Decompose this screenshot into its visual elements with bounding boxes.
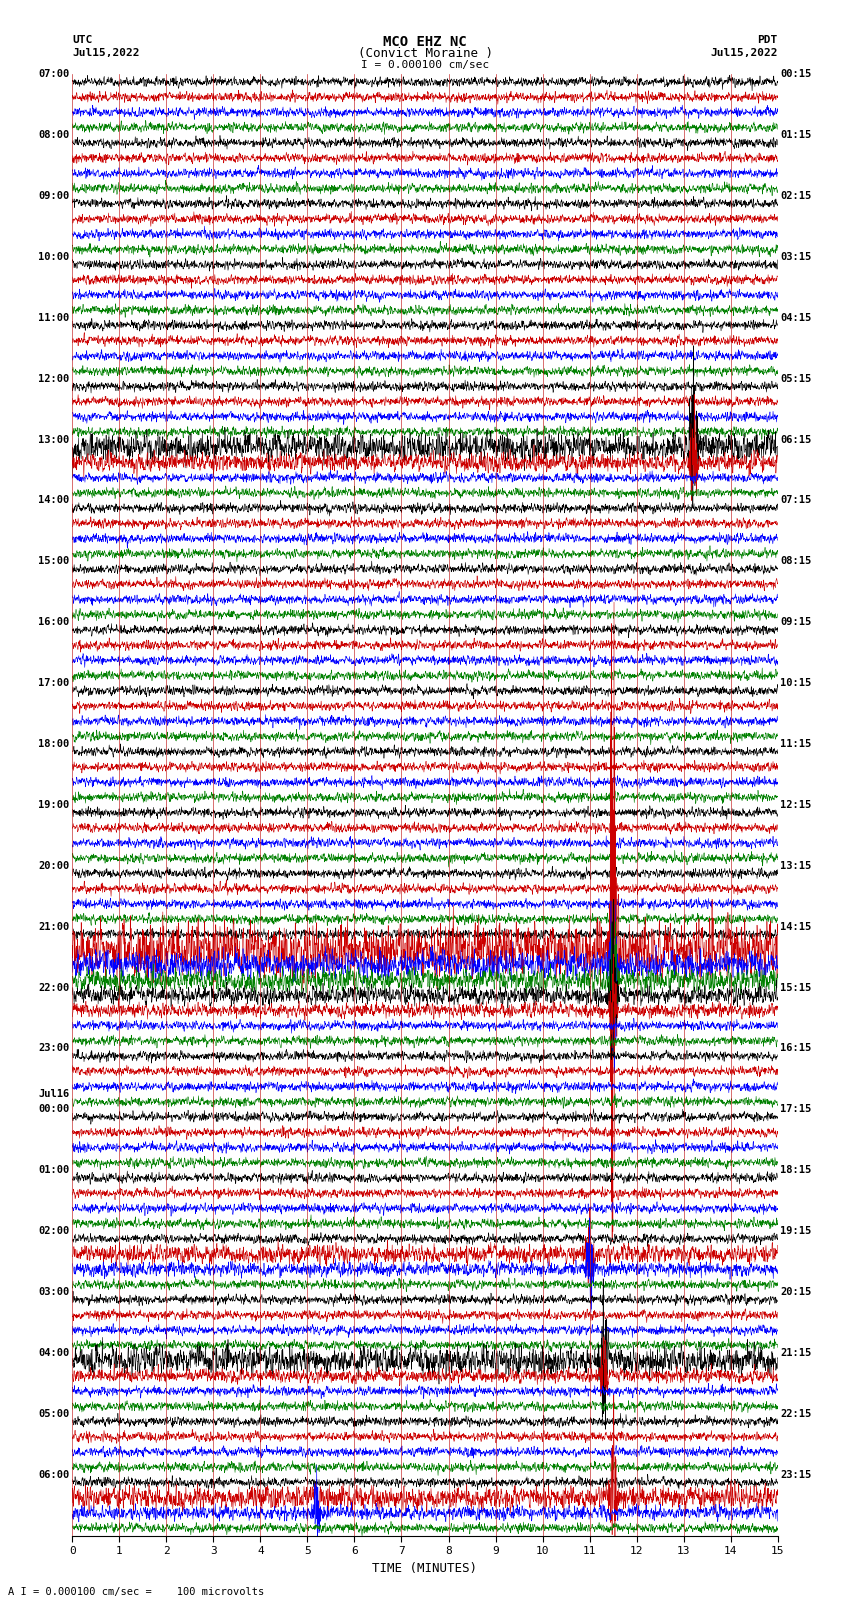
- Text: 13:00: 13:00: [38, 434, 70, 445]
- Text: 15:15: 15:15: [780, 982, 812, 992]
- Text: (Convict Moraine ): (Convict Moraine ): [358, 47, 492, 60]
- Text: 11:00: 11:00: [38, 313, 70, 323]
- Text: 23:00: 23:00: [38, 1044, 70, 1053]
- Text: 16:00: 16:00: [38, 618, 70, 627]
- Text: 02:15: 02:15: [780, 190, 812, 202]
- Text: 18:15: 18:15: [780, 1165, 812, 1176]
- Text: 08:00: 08:00: [38, 131, 70, 140]
- Text: 11:15: 11:15: [780, 739, 812, 748]
- Text: 14:00: 14:00: [38, 495, 70, 505]
- Text: 03:00: 03:00: [38, 1287, 70, 1297]
- Text: 19:00: 19:00: [38, 800, 70, 810]
- Text: 09:15: 09:15: [780, 618, 812, 627]
- Text: 06:15: 06:15: [780, 434, 812, 445]
- Text: 01:00: 01:00: [38, 1165, 70, 1176]
- Text: I = 0.000100 cm/sec: I = 0.000100 cm/sec: [361, 60, 489, 69]
- Text: 03:15: 03:15: [780, 252, 812, 261]
- Text: 23:15: 23:15: [780, 1469, 812, 1479]
- Text: 20:00: 20:00: [38, 861, 70, 871]
- Text: 16:15: 16:15: [780, 1044, 812, 1053]
- Text: MCO EHZ NC: MCO EHZ NC: [383, 35, 467, 50]
- Text: 21:15: 21:15: [780, 1348, 812, 1358]
- Text: 04:15: 04:15: [780, 313, 812, 323]
- Text: 18:00: 18:00: [38, 739, 70, 748]
- Text: 17:00: 17:00: [38, 677, 70, 689]
- Text: 00:15: 00:15: [780, 69, 812, 79]
- Text: 22:00: 22:00: [38, 982, 70, 992]
- Text: Jul16: Jul16: [38, 1089, 70, 1098]
- Text: 09:00: 09:00: [38, 190, 70, 202]
- Text: 19:15: 19:15: [780, 1226, 812, 1236]
- Text: 12:15: 12:15: [780, 800, 812, 810]
- X-axis label: TIME (MINUTES): TIME (MINUTES): [372, 1561, 478, 1574]
- Text: 12:00: 12:00: [38, 374, 70, 384]
- Text: 13:15: 13:15: [780, 861, 812, 871]
- Text: 22:15: 22:15: [780, 1408, 812, 1419]
- Text: 05:00: 05:00: [38, 1408, 70, 1419]
- Text: 21:00: 21:00: [38, 921, 70, 932]
- Text: 08:15: 08:15: [780, 556, 812, 566]
- Text: 10:00: 10:00: [38, 252, 70, 261]
- Text: PDT: PDT: [757, 35, 778, 45]
- Text: 02:00: 02:00: [38, 1226, 70, 1236]
- Text: UTC: UTC: [72, 35, 93, 45]
- Text: 01:15: 01:15: [780, 131, 812, 140]
- Text: 04:00: 04:00: [38, 1348, 70, 1358]
- Text: 07:15: 07:15: [780, 495, 812, 505]
- Text: 05:15: 05:15: [780, 374, 812, 384]
- Text: 20:15: 20:15: [780, 1287, 812, 1297]
- Text: 00:00: 00:00: [38, 1105, 70, 1115]
- Text: 07:00: 07:00: [38, 69, 70, 79]
- Text: 15:00: 15:00: [38, 556, 70, 566]
- Text: 10:15: 10:15: [780, 677, 812, 689]
- Text: 14:15: 14:15: [780, 921, 812, 932]
- Text: Jul15,2022: Jul15,2022: [72, 48, 139, 58]
- Text: Jul15,2022: Jul15,2022: [711, 48, 778, 58]
- Text: 17:15: 17:15: [780, 1105, 812, 1115]
- Text: A I = 0.000100 cm/sec =    100 microvolts: A I = 0.000100 cm/sec = 100 microvolts: [8, 1587, 264, 1597]
- Text: 06:00: 06:00: [38, 1469, 70, 1479]
